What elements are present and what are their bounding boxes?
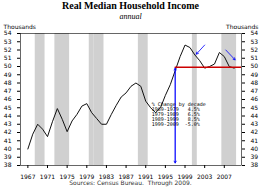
svg-text:49: 49	[4, 71, 12, 78]
svg-text:38: 38	[251, 161, 259, 168]
svg-text:44: 44	[251, 112, 259, 119]
svg-text:43: 43	[251, 120, 259, 127]
svg-text:54: 54	[4, 29, 12, 36]
svg-text:Thousands: Thousands	[3, 23, 36, 30]
svg-text:52: 52	[251, 46, 259, 53]
svg-text:Thousands: Thousands	[225, 23, 258, 30]
svg-text:39: 39	[4, 153, 12, 160]
svg-text:41: 41	[251, 137, 259, 144]
svg-text:45: 45	[4, 104, 12, 111]
svg-text:39: 39	[251, 153, 259, 160]
svg-text:1967: 1967	[20, 173, 35, 179]
svg-text:40: 40	[251, 145, 259, 152]
svg-text:47: 47	[4, 87, 12, 94]
svg-text:1975: 1975	[60, 173, 75, 179]
svg-text:46: 46	[4, 95, 12, 102]
svg-text:48: 48	[4, 79, 12, 86]
svg-text:53: 53	[4, 38, 12, 45]
svg-text:42: 42	[4, 128, 12, 135]
svg-text:2003: 2003	[197, 173, 212, 179]
html-text:Real Median Household Income: Real Median Household Income	[62, 0, 199, 11]
svg-text:53: 53	[251, 38, 259, 45]
svg-text:42: 42	[251, 128, 259, 135]
svg-text:40: 40	[4, 145, 12, 152]
svg-text:45: 45	[251, 104, 259, 111]
svg-text:1991: 1991	[138, 173, 153, 179]
svg-text:52: 52	[4, 46, 12, 53]
svg-text:51: 51	[251, 54, 259, 61]
svg-text:1987: 1987	[118, 173, 133, 179]
svg-text:1983: 1983	[99, 173, 114, 179]
svg-text:47: 47	[251, 87, 259, 94]
svg-text:1971: 1971	[40, 173, 55, 179]
svg-text:1995: 1995	[158, 173, 173, 179]
html-text:Sources: Census Bureau. Throug: Sources: Census Bureau. Through 2009.	[69, 179, 192, 186]
svg-text:43: 43	[4, 120, 12, 127]
svg-text:51: 51	[4, 54, 12, 61]
svg-text:50: 50	[251, 62, 259, 69]
svg-text:50: 50	[4, 62, 12, 69]
svg-text:1979: 1979	[79, 173, 94, 179]
svg-text:38: 38	[4, 161, 12, 168]
svg-text:49: 49	[251, 71, 259, 78]
svg-text:% Change by decade1969-1979: % Change by decade1969-1979 4.5%1979-198…	[152, 101, 206, 127]
svg-text:54: 54	[251, 29, 259, 36]
svg-text:1999: 1999	[177, 173, 192, 179]
svg-text:48: 48	[251, 79, 259, 86]
svg-text:46: 46	[251, 95, 259, 102]
html-text:annual: annual	[119, 12, 142, 21]
svg-text:2007: 2007	[217, 173, 232, 179]
svg-text:44: 44	[4, 112, 12, 119]
svg-text:41: 41	[4, 137, 12, 144]
